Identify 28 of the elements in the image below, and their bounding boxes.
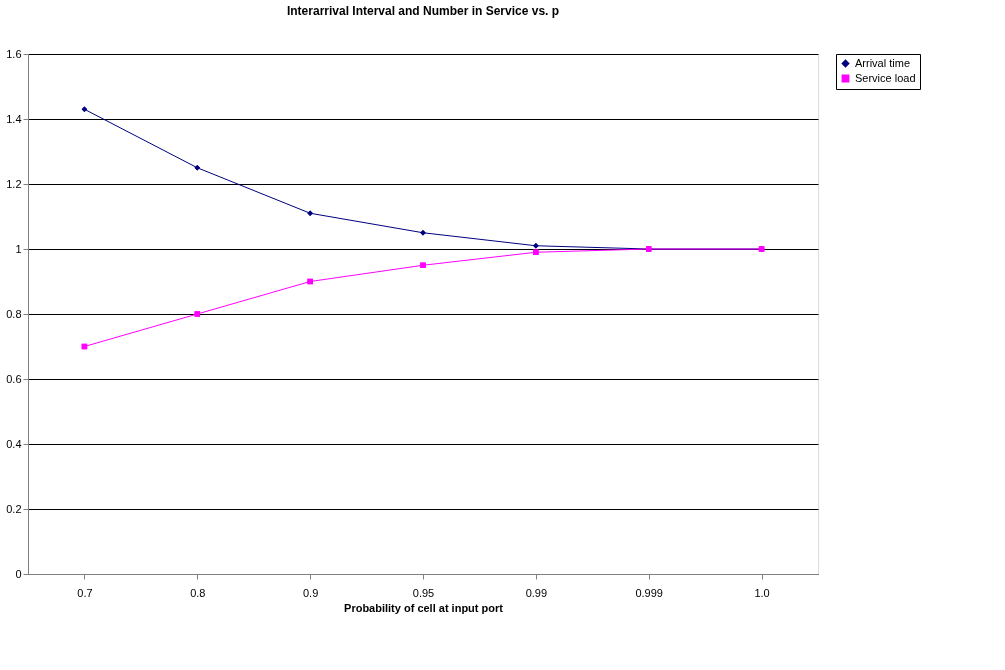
point [81, 106, 88, 112]
point [194, 165, 201, 171]
legend-label: Arrival time [855, 56, 911, 69]
point [420, 262, 426, 268]
y-tick-label: 0.8 [6, 307, 22, 320]
x-tick-label: 0.8 [190, 586, 206, 599]
point [533, 243, 539, 249]
y-tick-label: 1.4 [6, 112, 22, 125]
x-tick-label: 1.0 [754, 586, 770, 599]
y-tick-label: 0 [15, 567, 22, 580]
point [307, 210, 313, 216]
y-tick-label: 0.4 [6, 437, 22, 450]
x-tick-label: 0.99 [525, 586, 548, 599]
y-tick-label: 0.6 [6, 372, 22, 385]
x-tick-label: 0.9 [302, 586, 319, 599]
legend-label: Service load [855, 71, 916, 84]
x-tick-label: 0.95 [412, 586, 435, 599]
y-tick-label: 1.6 [6, 47, 22, 60]
y-tick-label: 0.2 [6, 502, 22, 515]
point [194, 311, 201, 317]
y-tick-label: 1.2 [6, 177, 22, 190]
x-tick-label: 0.7 [77, 586, 93, 599]
y-tick-label: 1 [15, 242, 22, 255]
point [307, 278, 313, 285]
point [533, 249, 539, 255]
x-tick-label: 0.999 [635, 586, 663, 599]
x-axis-title: Probability of cell at input port [344, 601, 504, 614]
chart-title: Interarrival Interval and Number in Service vs. p [286, 4, 560, 18]
